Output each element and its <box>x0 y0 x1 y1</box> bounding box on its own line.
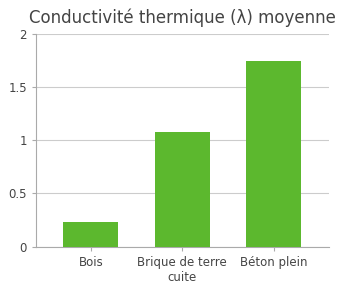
Bar <box>155 132 210 247</box>
Bar <box>246 60 301 247</box>
Title: Conductivité thermique (λ) moyenne: Conductivité thermique (λ) moyenne <box>29 8 336 27</box>
Bar <box>63 222 118 247</box>
